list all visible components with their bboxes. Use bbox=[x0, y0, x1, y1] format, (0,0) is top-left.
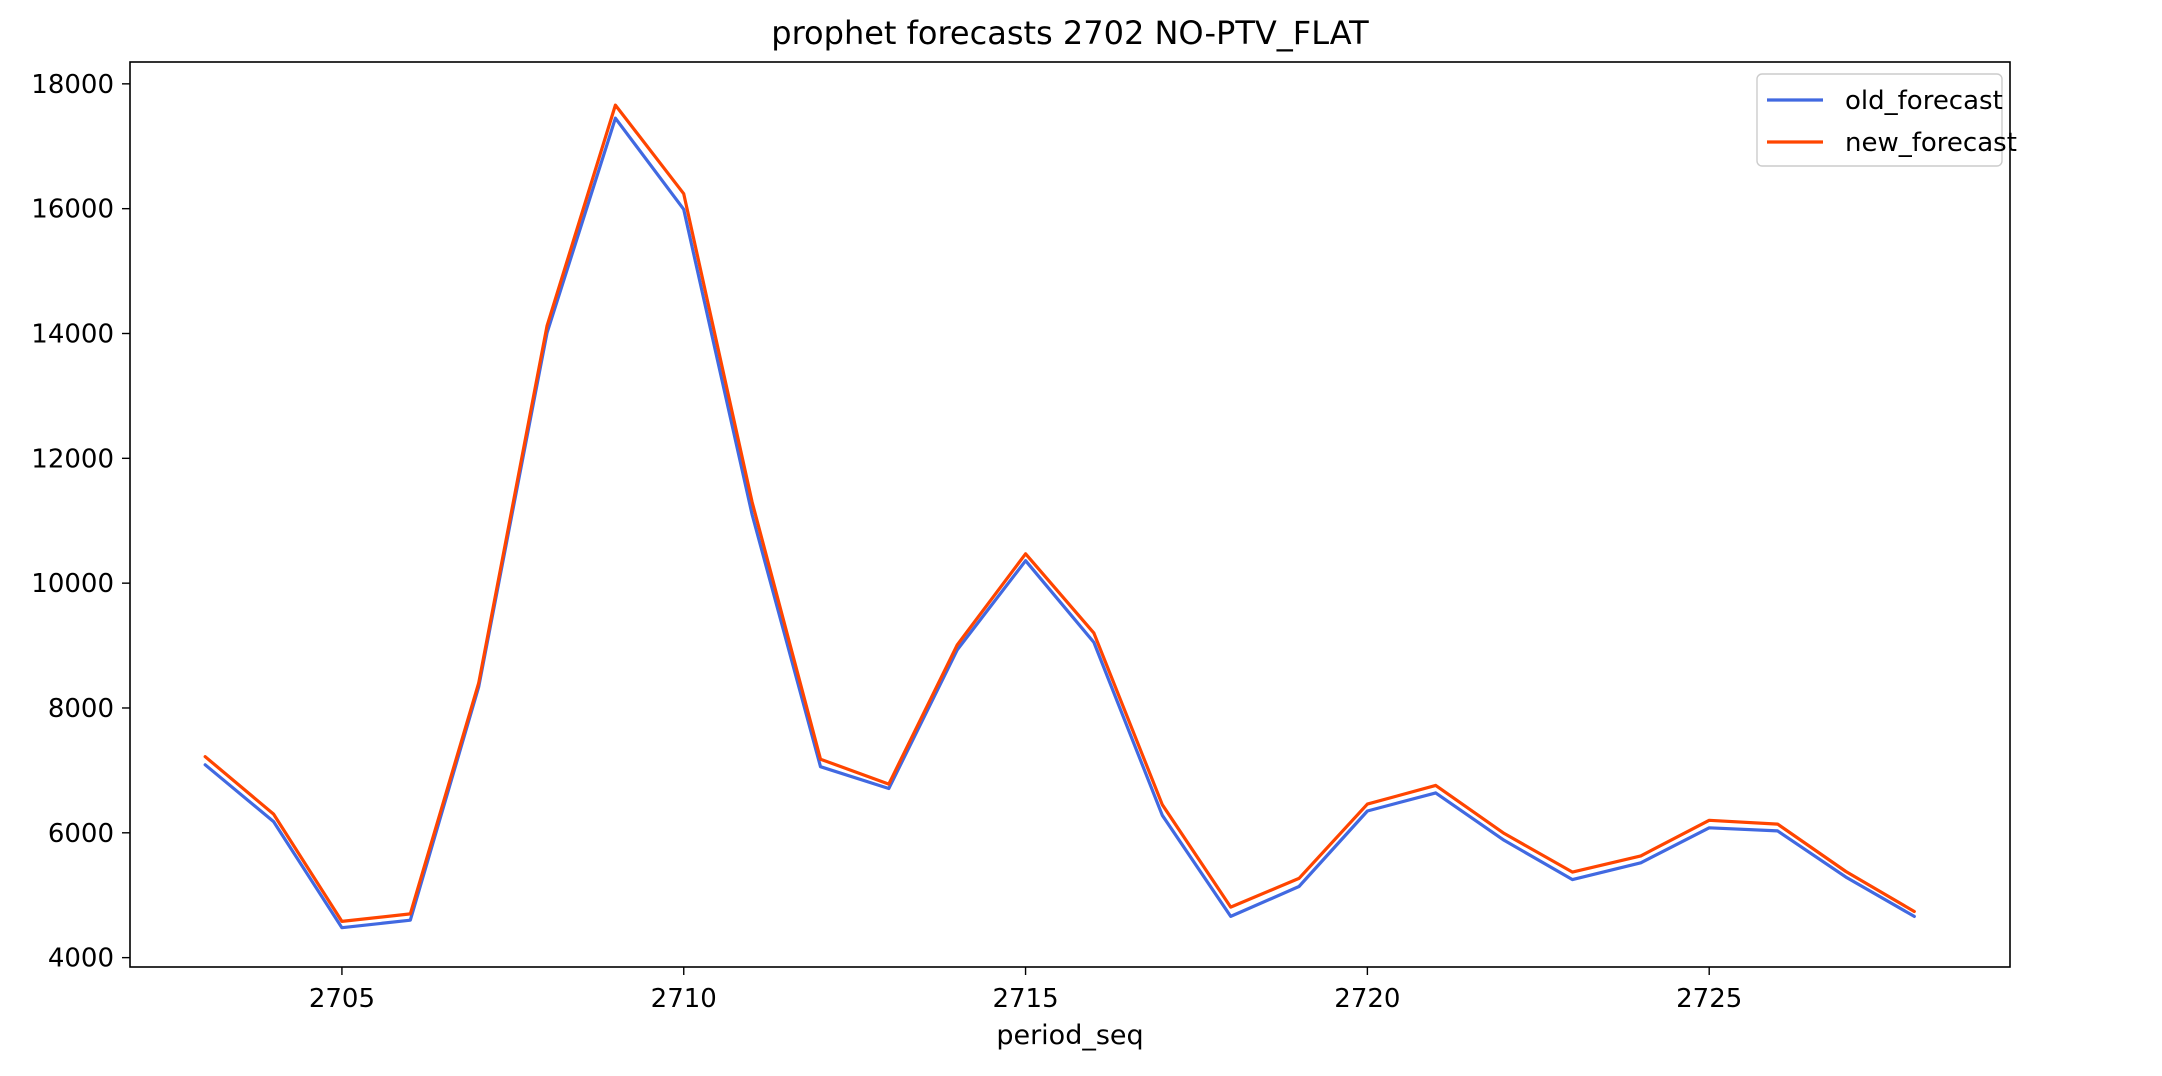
y-tick-label: 4000 bbox=[48, 944, 114, 974]
y-tick-label: 14000 bbox=[31, 320, 114, 350]
plot-area-frame bbox=[129, 61, 2011, 968]
x-axis-ticks: 2705 2710 2715 2720 2725 bbox=[309, 967, 1742, 1014]
y-axis-ticks: 4000 6000 8000 10000 12000 14000 16000 18000 bbox=[31, 70, 130, 974]
legend-label: old_forecast bbox=[1845, 86, 2003, 116]
chart-title: prophet forecasts 2702 NO-PTV_FLAT bbox=[771, 14, 1369, 52]
series-line-new-forecast bbox=[203, 103, 1916, 924]
series-line-old-forecast bbox=[203, 116, 1916, 930]
y-tick-label: 18000 bbox=[31, 70, 114, 100]
legend: old_forecast new_forecast bbox=[1756, 73, 2017, 167]
series-layer bbox=[203, 103, 1916, 930]
y-tick-label: 6000 bbox=[48, 819, 114, 849]
y-tick-label: 10000 bbox=[31, 569, 114, 599]
y-tick-label: 8000 bbox=[48, 694, 114, 724]
x-tick-label: 2720 bbox=[1334, 984, 1400, 1014]
x-tick-label: 2725 bbox=[1676, 984, 1742, 1014]
x-tick-label: 2705 bbox=[309, 984, 375, 1014]
y-tick-label: 12000 bbox=[31, 444, 114, 474]
x-axis-label: period_seq bbox=[996, 1020, 1144, 1051]
legend-label: new_forecast bbox=[1845, 128, 2017, 158]
x-tick-label: 2715 bbox=[992, 984, 1058, 1014]
x-tick-label: 2710 bbox=[651, 984, 717, 1014]
y-tick-label: 16000 bbox=[31, 195, 114, 225]
